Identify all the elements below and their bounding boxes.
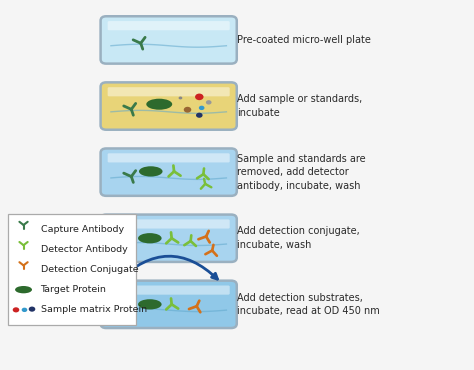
Ellipse shape — [15, 286, 32, 293]
Text: Target Protein: Target Protein — [40, 285, 106, 294]
Text: Add detection substrates,
incubate, read at OD 450 nm: Add detection substrates, incubate, read… — [237, 293, 380, 316]
Text: Capture Antibody: Capture Antibody — [40, 225, 124, 233]
FancyBboxPatch shape — [108, 21, 230, 30]
Circle shape — [22, 307, 27, 312]
Text: Add sample or standards,
incubate: Add sample or standards, incubate — [237, 94, 362, 118]
FancyBboxPatch shape — [108, 153, 230, 162]
FancyBboxPatch shape — [100, 148, 237, 196]
Text: Pre-coated micro-well plate: Pre-coated micro-well plate — [237, 35, 371, 45]
Text: Sample and standards are
removed, add detector
antibody, incubate, wash: Sample and standards are removed, add de… — [237, 154, 365, 191]
Text: Add detection conjugate,
incubate, wash: Add detection conjugate, incubate, wash — [237, 226, 360, 250]
FancyBboxPatch shape — [100, 281, 237, 328]
FancyBboxPatch shape — [108, 219, 230, 229]
Circle shape — [195, 94, 203, 100]
Circle shape — [29, 307, 36, 312]
Ellipse shape — [138, 233, 162, 243]
Circle shape — [179, 97, 182, 100]
FancyBboxPatch shape — [100, 16, 237, 64]
Text: Detector Antibody: Detector Antibody — [40, 245, 127, 254]
Circle shape — [196, 112, 202, 118]
Ellipse shape — [139, 166, 163, 176]
FancyBboxPatch shape — [100, 215, 237, 262]
Circle shape — [184, 107, 191, 112]
Circle shape — [199, 106, 204, 110]
Circle shape — [206, 100, 211, 105]
FancyBboxPatch shape — [108, 286, 230, 295]
Circle shape — [13, 307, 19, 312]
FancyBboxPatch shape — [108, 87, 230, 96]
Ellipse shape — [138, 299, 162, 309]
FancyBboxPatch shape — [100, 83, 237, 130]
Text: Detection Conjugate: Detection Conjugate — [40, 265, 138, 274]
Ellipse shape — [146, 99, 172, 110]
FancyBboxPatch shape — [9, 214, 136, 324]
Text: Sample matrix Protein: Sample matrix Protein — [40, 305, 146, 314]
